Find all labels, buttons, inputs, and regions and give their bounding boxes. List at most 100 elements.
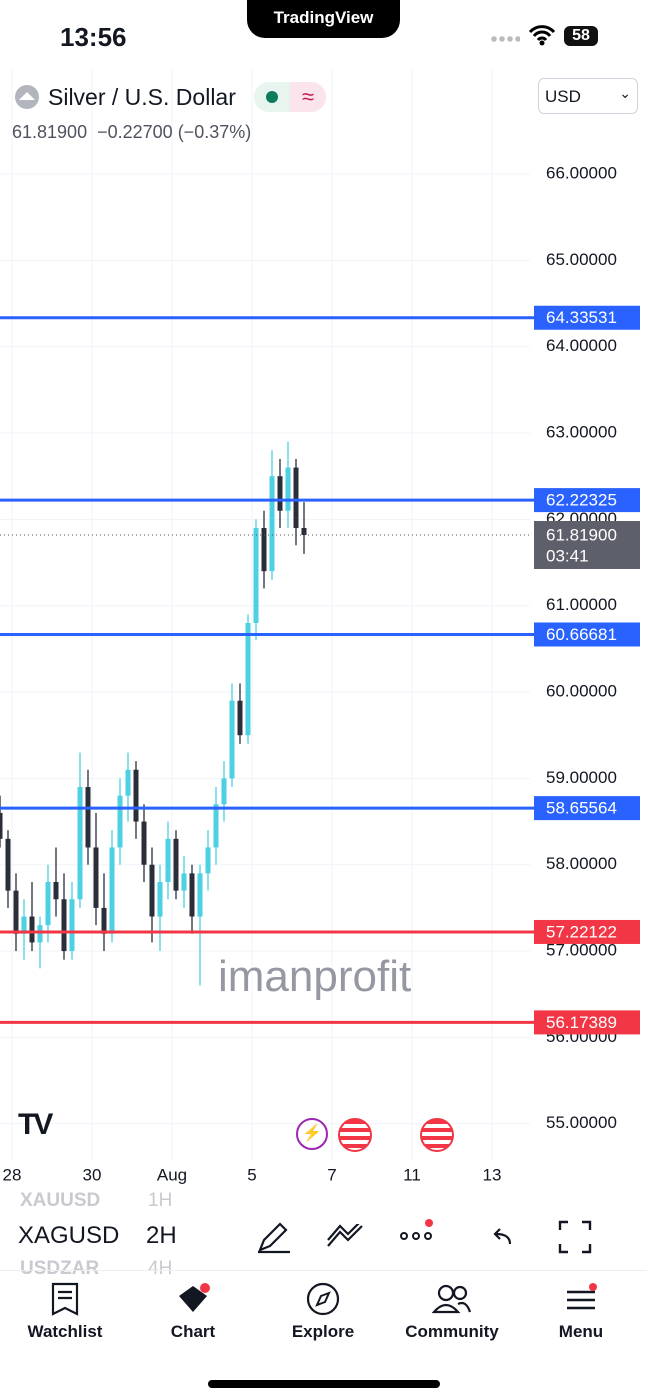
candle-body bbox=[269, 476, 275, 572]
level-label: 56.17389 bbox=[546, 1013, 617, 1032]
watermark: imanprofit bbox=[218, 952, 412, 1001]
change: −0.22700 bbox=[97, 122, 173, 142]
y-tick-label: 64.00000 bbox=[546, 336, 617, 355]
y-tick-label: 66.00000 bbox=[546, 164, 617, 183]
candle-body bbox=[189, 873, 195, 917]
candle-body bbox=[229, 700, 235, 779]
app-name: TradingView bbox=[273, 8, 374, 27]
event-icon: ⚡ bbox=[296, 1118, 328, 1150]
draw-tool[interactable] bbox=[256, 1220, 292, 1254]
candle-body bbox=[101, 907, 107, 934]
x-tick-label: 13 bbox=[483, 1165, 502, 1184]
home-indicator bbox=[208, 1380, 440, 1388]
x-tick-label: 30 bbox=[83, 1165, 102, 1184]
y-tick-label: 60.00000 bbox=[546, 682, 617, 701]
nav-label: Explore bbox=[291, 1322, 355, 1341]
last-price-label: 61.81900 bbox=[546, 525, 617, 544]
candle-body bbox=[149, 864, 155, 917]
y-tick-label: 61.00000 bbox=[546, 595, 617, 614]
candle-body bbox=[77, 787, 83, 900]
candle-body bbox=[245, 622, 251, 736]
candle-body bbox=[117, 795, 123, 848]
candle-body bbox=[61, 899, 67, 952]
x-tick-label: 28 bbox=[3, 1165, 22, 1184]
level-label-box bbox=[534, 488, 640, 513]
candle-body bbox=[205, 847, 211, 874]
x-tick-label: 5 bbox=[247, 1165, 256, 1184]
change-pct: (−0.37%) bbox=[177, 122, 252, 142]
y-tick-label: 58.00000 bbox=[546, 854, 617, 873]
interval-option[interactable]: 1H bbox=[148, 1190, 173, 1211]
symbol-name: Silver / U.S. Dollar bbox=[48, 84, 236, 110]
y-tick-label: 57.00000 bbox=[546, 941, 617, 960]
candle-body bbox=[293, 467, 299, 529]
candle-body bbox=[237, 700, 243, 736]
fullscreen[interactable] bbox=[558, 1220, 592, 1254]
nav-label: Menu bbox=[558, 1322, 604, 1341]
x-tick-label: 7 bbox=[327, 1165, 336, 1184]
candle-body bbox=[221, 778, 227, 805]
candle-body bbox=[253, 528, 259, 623]
last-price-box bbox=[534, 521, 640, 570]
level-label-box bbox=[534, 1010, 640, 1035]
candle-body bbox=[133, 769, 139, 822]
candle-body bbox=[13, 890, 19, 934]
symbol-option[interactable]: XAUUSD bbox=[20, 1190, 101, 1211]
tv-logo: TV bbox=[18, 1108, 53, 1141]
price: 61.81900 bbox=[12, 122, 88, 142]
candle-body bbox=[5, 838, 11, 891]
candle-body bbox=[261, 528, 267, 572]
candle-body bbox=[45, 881, 51, 926]
symbol-option[interactable]: XAGUSD bbox=[18, 1222, 120, 1249]
level-label: 62.22325 bbox=[546, 491, 617, 510]
divider bbox=[0, 1270, 647, 1271]
undo[interactable] bbox=[490, 1226, 514, 1246]
level-label-box bbox=[534, 622, 640, 647]
candle-body bbox=[69, 899, 75, 952]
more-tool[interactable] bbox=[398, 1218, 438, 1248]
y-tick-label: 59.00000 bbox=[546, 768, 617, 787]
currency-select[interactable]: USD ⌄ bbox=[538, 78, 638, 114]
wifi-icon bbox=[528, 25, 556, 46]
candle-body bbox=[277, 476, 283, 511]
countdown: 03:41 bbox=[546, 546, 589, 565]
candle-body bbox=[0, 812, 3, 839]
candle-body bbox=[157, 881, 163, 917]
currency: USD bbox=[545, 87, 581, 106]
chart: 55.0000056.0000057.0000058.0000059.00000… bbox=[0, 70, 640, 1184]
symbol-option[interactable]: USDZAR bbox=[20, 1258, 100, 1276]
level-label: 60.66681 bbox=[546, 625, 617, 644]
interval-option[interactable]: 4H bbox=[148, 1258, 173, 1276]
candle-body bbox=[301, 528, 307, 536]
nav-explore[interactable]: Explore bbox=[268, 1282, 378, 1342]
candle-body bbox=[197, 873, 203, 917]
battery: 58 bbox=[564, 26, 598, 46]
nav-watchlist[interactable]: Watchlist bbox=[10, 1282, 120, 1342]
symbol-icon bbox=[15, 85, 39, 109]
app-banner: TradingView bbox=[247, 0, 400, 38]
nav-chart[interactable]: Chart bbox=[138, 1282, 248, 1342]
x-tick-label: 11 bbox=[403, 1165, 421, 1184]
level-label-box bbox=[534, 919, 640, 944]
status-time: 13:56 bbox=[60, 22, 127, 52]
candle-body bbox=[29, 916, 35, 943]
nav-menu[interactable]: Menu bbox=[526, 1282, 636, 1342]
line-tool[interactable] bbox=[326, 1224, 364, 1250]
nav-community[interactable]: Community bbox=[397, 1282, 507, 1342]
signal bbox=[490, 36, 520, 42]
y-tick-label: 63.00000 bbox=[546, 423, 617, 442]
candle-body bbox=[165, 838, 171, 882]
candle-body bbox=[173, 838, 179, 891]
candle-body bbox=[181, 873, 187, 891]
candle-body bbox=[53, 881, 59, 900]
candle-body bbox=[141, 821, 147, 865]
level-label-box bbox=[534, 305, 640, 330]
event-flag bbox=[420, 1118, 454, 1152]
candle-body bbox=[37, 925, 43, 943]
candle-body bbox=[213, 804, 219, 848]
event-flag bbox=[338, 1118, 372, 1152]
nav-label: Watchlist bbox=[27, 1322, 103, 1341]
price-line: 61.81900 −0.22700 (−0.37%) bbox=[12, 122, 251, 143]
interval-option[interactable]: 2H bbox=[146, 1222, 177, 1249]
